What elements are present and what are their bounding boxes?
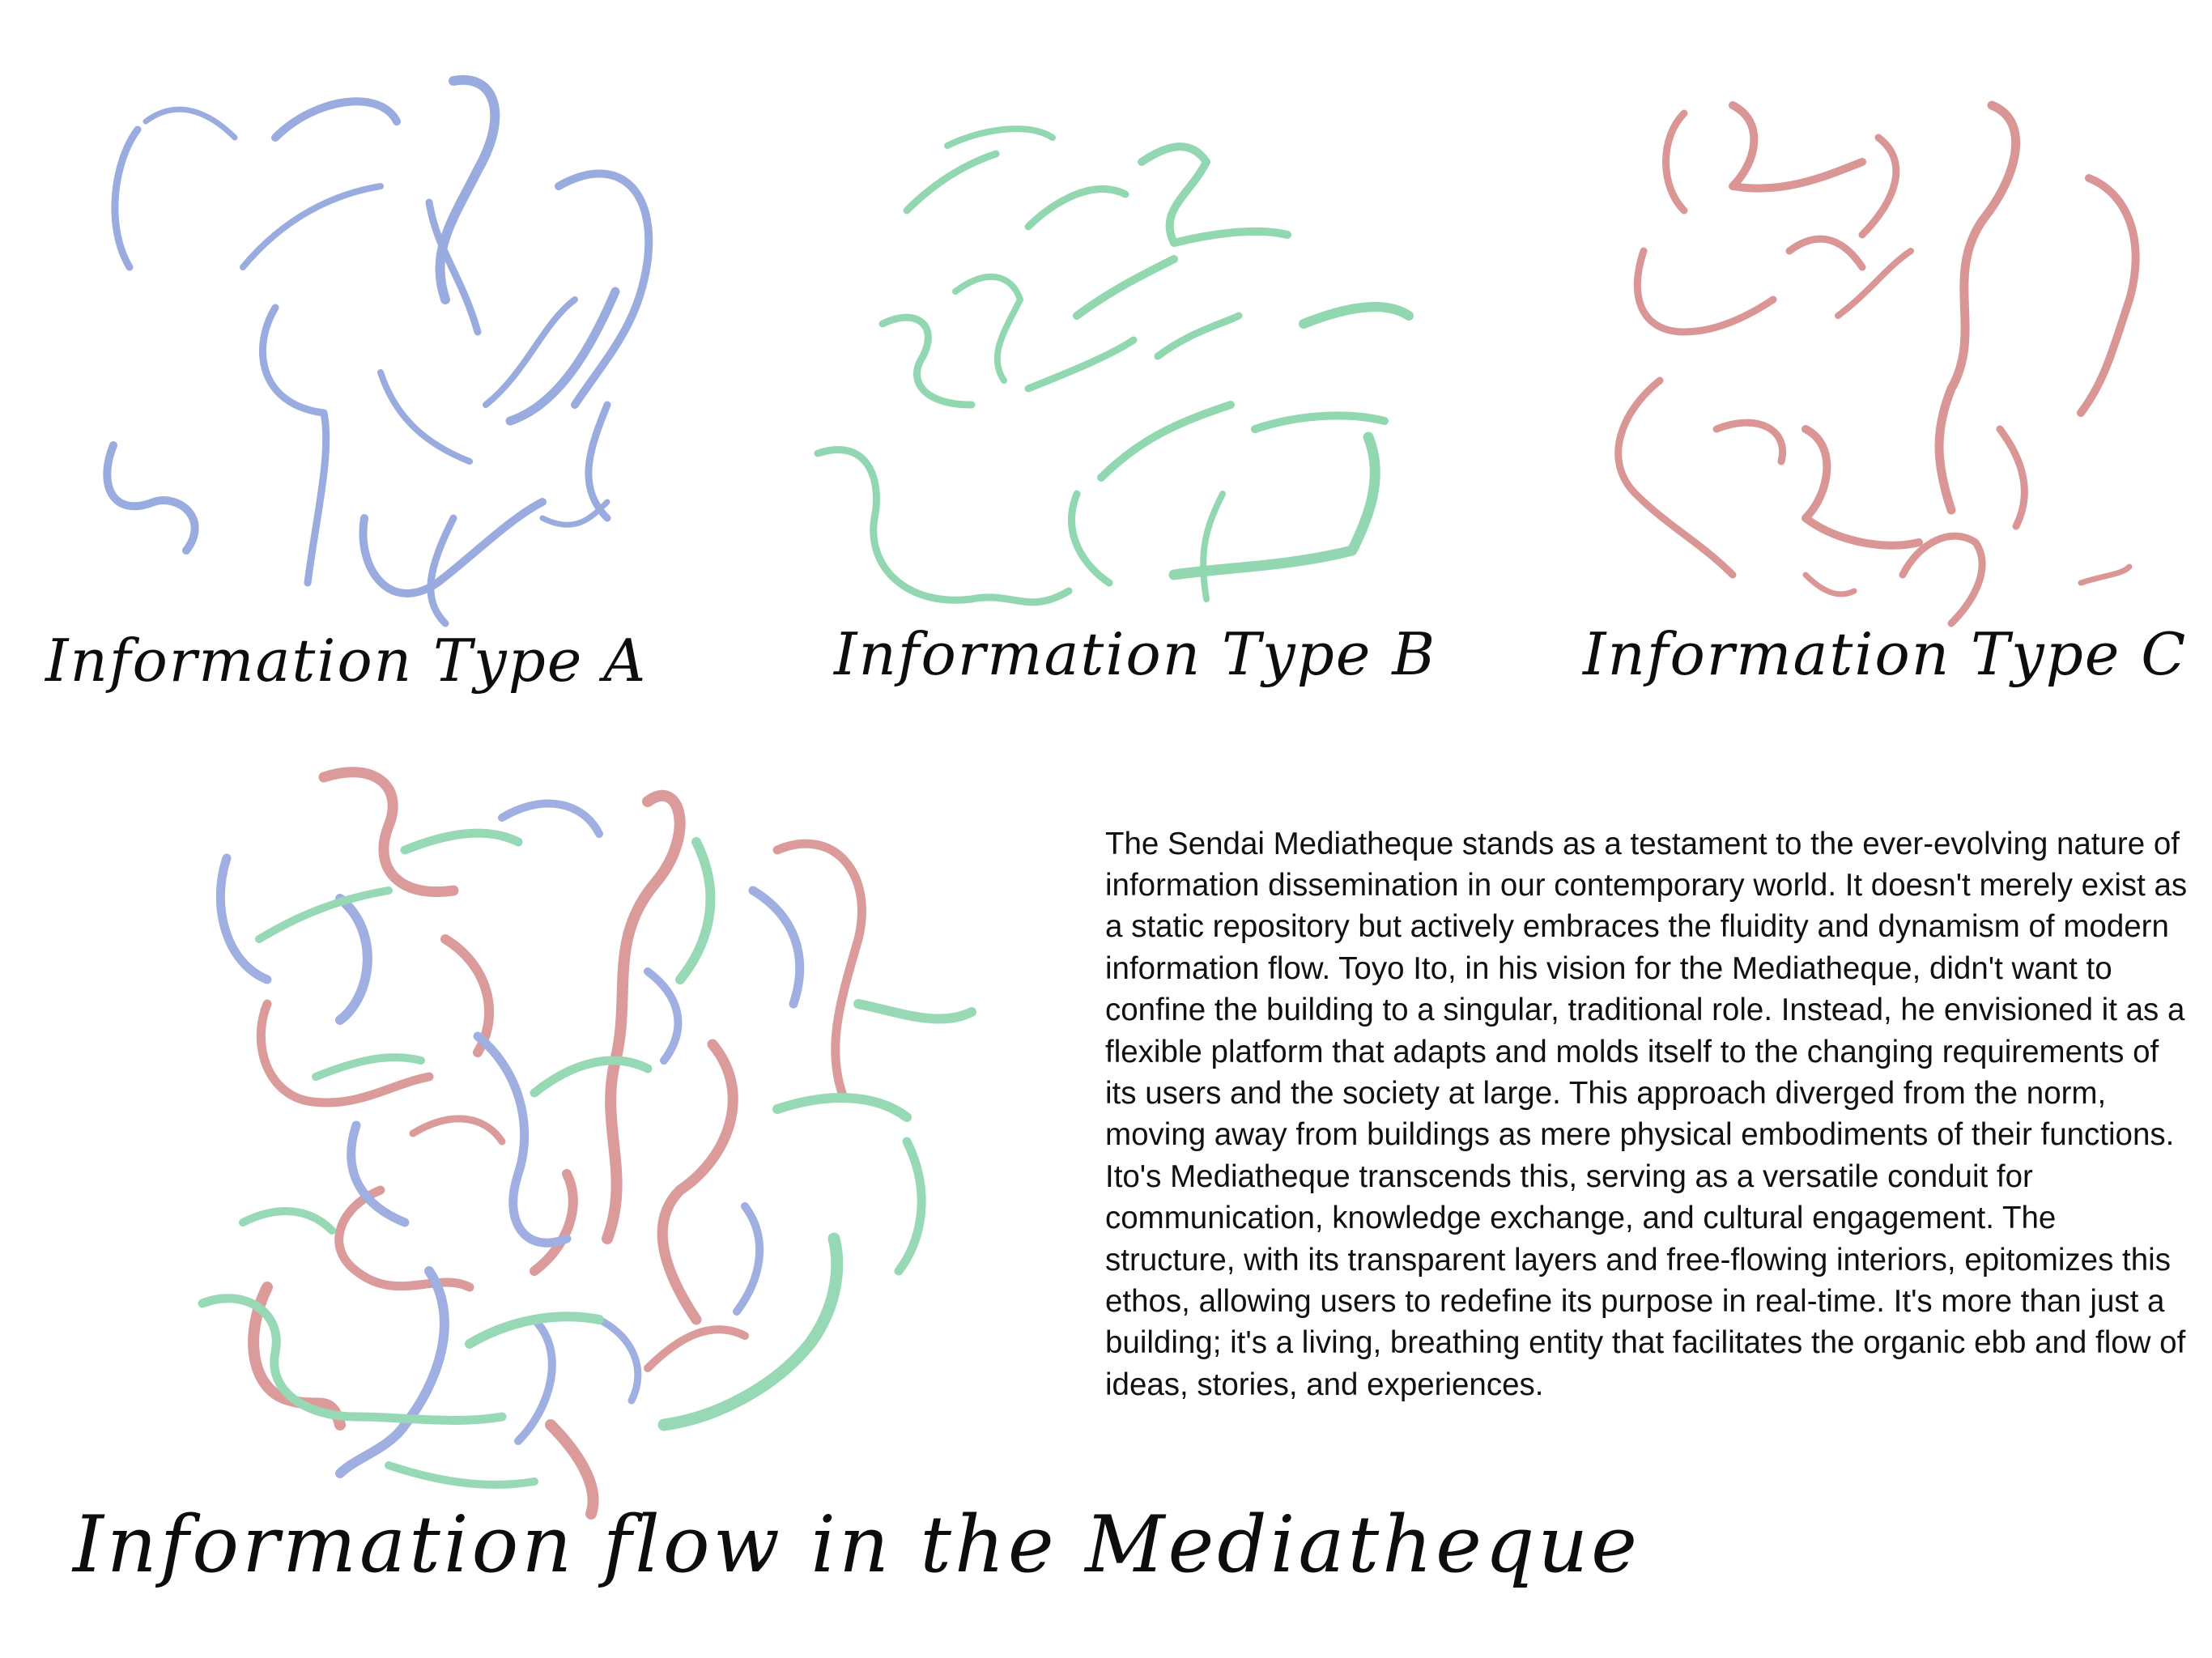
stroke-b xyxy=(952,274,1023,384)
stroke-b xyxy=(814,446,1073,606)
type-b-strokes xyxy=(814,125,1414,606)
stroke-b xyxy=(894,1137,926,1276)
stroke-b xyxy=(1154,312,1243,360)
stroke-a xyxy=(335,894,372,1025)
stroke-a xyxy=(585,401,611,522)
stroke-b xyxy=(1073,255,1178,320)
stroke-c xyxy=(1858,134,1900,239)
stroke-b xyxy=(1024,185,1129,231)
stroke-c xyxy=(1712,419,1786,466)
stroke-b xyxy=(1068,490,1113,587)
stroke-a xyxy=(748,886,805,1009)
stroke-b xyxy=(1168,432,1380,580)
stroke-b xyxy=(1251,411,1389,433)
stroke-a xyxy=(498,799,603,838)
stroke-a xyxy=(258,304,330,587)
stroke-b xyxy=(1299,302,1414,329)
stroke-c xyxy=(1662,109,1688,215)
stroke-a xyxy=(103,441,199,555)
stroke-a xyxy=(359,498,547,597)
label-information-type-b: Information Type B xyxy=(834,620,1437,688)
stroke-c xyxy=(602,790,686,1244)
stroke-b xyxy=(853,999,976,1024)
stroke-a xyxy=(644,967,683,1065)
stroke-b xyxy=(675,837,716,984)
stroke-c xyxy=(1802,425,1923,550)
stroke-a xyxy=(595,1316,642,1405)
stroke-a xyxy=(240,183,384,270)
stroke-b xyxy=(465,1312,604,1349)
stroke-b xyxy=(198,1294,507,1425)
stroke-c xyxy=(2077,174,2140,417)
stroke-b xyxy=(944,125,1056,149)
description-paragraph: The Sendai Mediatheque stands as a testa… xyxy=(1105,826,2188,1402)
stroke-a xyxy=(427,514,457,627)
stroke-c xyxy=(1899,532,1986,627)
stroke-c xyxy=(334,1185,474,1292)
information-flow-drawing xyxy=(194,753,1101,1522)
stroke-b xyxy=(239,1207,336,1235)
stroke-b xyxy=(1200,491,1226,602)
stroke-a xyxy=(377,369,473,465)
stroke-c xyxy=(1996,425,2028,530)
stroke-c xyxy=(644,1325,749,1372)
information-type-b-drawing xyxy=(785,113,1482,640)
stroke-a xyxy=(215,853,272,984)
stroke-a xyxy=(555,169,653,409)
stroke-b xyxy=(530,1056,653,1098)
stroke-b xyxy=(772,1093,912,1122)
type-c-strokes xyxy=(1614,100,2140,627)
stroke-a xyxy=(483,296,578,408)
stroke-b xyxy=(878,313,976,409)
stroke-b xyxy=(312,1053,425,1081)
stroke-c xyxy=(530,1169,578,1276)
stroke-c xyxy=(1835,248,1914,319)
stroke-c xyxy=(2078,563,2133,586)
stroke-a xyxy=(111,125,142,271)
label-information-type-c: Information Type C xyxy=(1583,620,2188,688)
stroke-a xyxy=(425,198,482,336)
stroke-b xyxy=(657,1232,844,1431)
label-information-type-a: Information Type A xyxy=(45,627,648,695)
stroke-a xyxy=(505,287,620,426)
stroke-c xyxy=(318,767,459,897)
stroke-a xyxy=(271,97,401,142)
stroke-a xyxy=(733,1202,764,1316)
stroke-c xyxy=(1633,247,1777,336)
stroke-c xyxy=(1729,101,1866,193)
stroke-c xyxy=(409,1115,506,1146)
stroke-b xyxy=(1097,401,1235,482)
type-a-strokes xyxy=(103,74,653,627)
stroke-b xyxy=(400,828,523,855)
label-information-flow: Information flow in the Mediatheque xyxy=(73,1499,1640,1590)
stroke-b xyxy=(903,150,1000,215)
stroke-a xyxy=(143,106,238,141)
stroke-a xyxy=(435,74,500,304)
stroke-c xyxy=(657,1039,738,1325)
stroke-c xyxy=(1614,376,1737,579)
stroke-c xyxy=(256,999,434,1107)
information-type-a-drawing xyxy=(89,65,737,648)
stroke-a xyxy=(473,1031,572,1248)
stroke-a xyxy=(335,1266,449,1478)
stroke-c xyxy=(772,839,866,1098)
stroke-c xyxy=(1785,235,1866,271)
stroke-c xyxy=(545,1419,599,1520)
stroke-c xyxy=(1802,572,1857,597)
stroke-a xyxy=(514,1316,556,1445)
information-type-c-drawing xyxy=(1595,89,2178,640)
stroke-a xyxy=(347,1120,410,1227)
information-flow-strokes xyxy=(198,767,976,1520)
stroke-b xyxy=(1024,336,1138,393)
stroke-c xyxy=(1934,100,2021,515)
stroke-b xyxy=(385,1461,538,1489)
stroke-b xyxy=(1138,142,1291,247)
stroke-b xyxy=(255,886,393,943)
stroke-a xyxy=(539,499,610,528)
